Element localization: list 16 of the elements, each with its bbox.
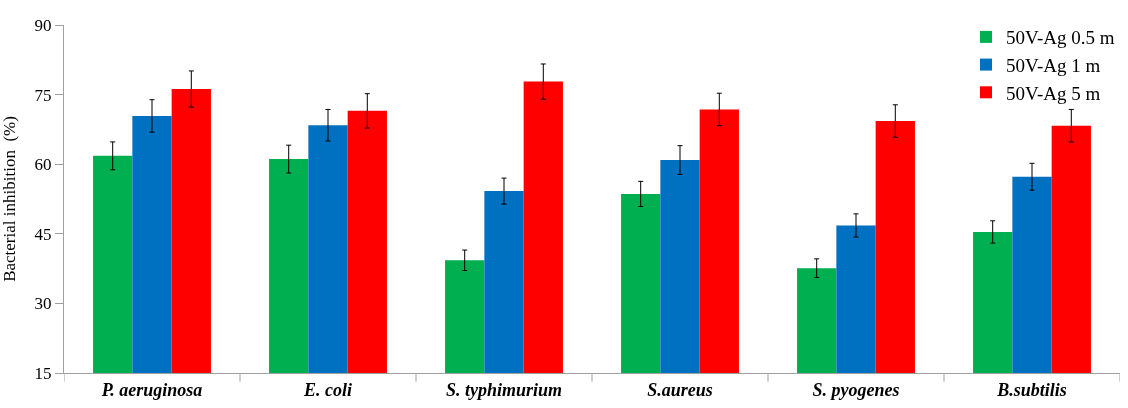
y-tick-label: 75 (34, 85, 52, 105)
y-tick-label: 60 (34, 155, 52, 175)
y-axis-title: Bacterial inhibition (%) (0, 116, 19, 282)
x-tick-label: S.aureus (647, 379, 713, 400)
legend-label: 50V-Ag 1 m (1006, 55, 1101, 76)
legend-label: 50V-Ag 5 m (1006, 82, 1101, 104)
x-tick-label: P. aeruginosa (100, 379, 203, 400)
y-tick-label: 30 (34, 294, 52, 314)
x-tick-label: E. coli (303, 379, 352, 400)
x-tick-label: S. typhimurium (445, 379, 563, 400)
y-tick-label: 45 (34, 224, 52, 244)
y-tick-label: 90 (34, 15, 52, 35)
x-tick-label: S. pyogenes (812, 379, 900, 400)
legend-label: 50V-Ag 0.5 m (1006, 27, 1115, 49)
y-tick-label: 15 (34, 363, 52, 383)
x-tick-label: B.subtilis (996, 379, 1067, 400)
